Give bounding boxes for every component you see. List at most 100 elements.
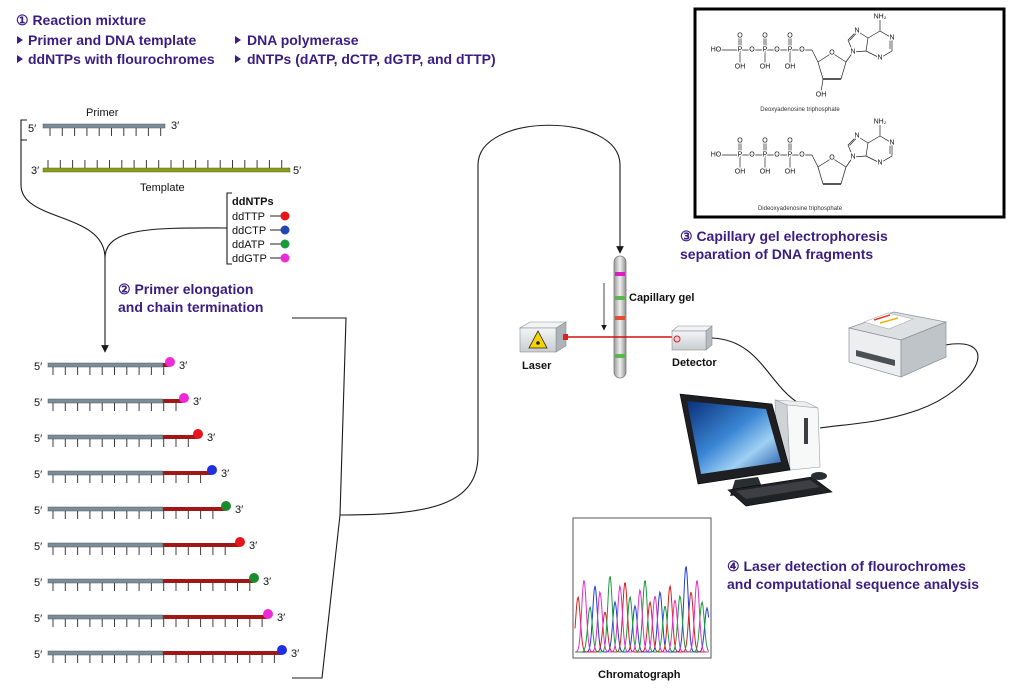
ddntp-legend-item: ddCTP xyxy=(232,225,290,237)
template-strand: 3′ 5′ Template xyxy=(31,160,301,194)
detector-housing-front xyxy=(671,330,707,351)
ring-oxygen-label: O xyxy=(829,50,835,57)
detection-title-line1: ④ Laser detection of flourochromes xyxy=(727,558,966,574)
laser-label: Laser xyxy=(522,360,552,372)
nitrogen-label: N xyxy=(850,49,855,56)
bond xyxy=(811,154,819,168)
terminated-fragment: 5′ 3′ xyxy=(34,393,201,411)
reaction-item-primer-template: Primer and DNA template xyxy=(28,32,197,48)
bridging-oxygen-label: O xyxy=(799,152,805,159)
reaction-item-ddntps: ddNTPs with flourochromes xyxy=(28,51,215,67)
fragment-3prime-label: 3′ xyxy=(221,468,229,480)
fragment-3prime-label: 3′ xyxy=(235,504,243,516)
bond xyxy=(865,37,869,52)
elongation-title-line2: and chain termination xyxy=(118,299,263,315)
terminated-fragment: 5′ 3′ xyxy=(34,537,257,555)
bond xyxy=(847,39,854,53)
fragment-3prime-label: 3′ xyxy=(207,432,215,444)
terminator-fluorochrome-dot xyxy=(207,465,217,475)
capillary-label: Capillary gel xyxy=(629,292,694,304)
sugar-hydroxyl-label: OH xyxy=(816,92,827,99)
detector-cable xyxy=(711,337,801,405)
bond xyxy=(817,166,824,185)
phosphorus-label: P xyxy=(763,152,768,159)
chromatogram-trace xyxy=(574,580,709,653)
primer-bases xyxy=(49,128,162,136)
fluorochrome-dot xyxy=(280,225,290,235)
phosphate-hydroxyl-label: OH xyxy=(735,64,746,71)
bond xyxy=(865,142,869,157)
nitrogen-label: N xyxy=(889,35,894,42)
phosphate-hydroxyl-label: OH xyxy=(785,64,796,71)
keyboard-keys xyxy=(736,480,820,499)
printer-cable xyxy=(819,343,979,429)
terminated-fragments: 5′ 3′ 5′ 3′ 5′ 3′ 5′ 3′ 5′ 3′ 5′ 3′ 5′ 3′ 5′ 3′ 5′ 3′ xyxy=(34,357,299,663)
bond xyxy=(867,30,881,39)
bond xyxy=(879,30,893,39)
fragment-extension-segment xyxy=(163,399,183,403)
fragment-band xyxy=(615,354,625,358)
fragment-5prime-label: 5′ xyxy=(34,361,42,373)
chromatogram-traces xyxy=(574,566,710,653)
primer-strand: Primer 5′ 3′ xyxy=(28,107,179,136)
bond xyxy=(867,135,881,144)
bond xyxy=(820,78,824,93)
terminated-fragment: 5′ 3′ xyxy=(34,357,187,375)
terminator-fluorochrome-dot xyxy=(277,645,287,655)
oxo-oxygen-label: O xyxy=(737,138,743,145)
fragment-3prime-label: 3′ xyxy=(193,396,201,408)
laser-warning-icon-dot xyxy=(536,341,540,345)
fragment-extension-segment xyxy=(163,615,267,619)
oxo-oxygen-label: O xyxy=(762,138,768,145)
primer-label: Primer xyxy=(86,107,119,119)
chromatograph: Chromatograph xyxy=(572,517,712,681)
printed-content xyxy=(879,317,899,324)
ddntp-name: ddTTP xyxy=(232,211,265,223)
nitrogen-label: N xyxy=(850,154,855,161)
bond xyxy=(845,156,854,168)
ddntp-name: ddCTP xyxy=(232,225,266,237)
amine-label: NH₂ xyxy=(874,119,887,126)
bond xyxy=(847,30,858,41)
primer-bracket xyxy=(20,119,27,141)
tower-drive-bay xyxy=(804,418,808,444)
terminated-fragment: 5′ 3′ xyxy=(34,609,285,627)
nitrogen-label: N xyxy=(877,160,882,167)
bridging-oxygen-label: O xyxy=(799,47,805,54)
monitor-screen xyxy=(687,401,781,474)
bridging-oxygen-label: O xyxy=(774,152,780,159)
bond xyxy=(856,30,869,39)
bond xyxy=(817,52,833,63)
oxo-oxygen-label: O xyxy=(737,33,743,40)
phosphate-hydroxyl-label: OH xyxy=(760,169,771,176)
template-backbone xyxy=(42,167,291,173)
fragment-primer-segment xyxy=(47,506,164,512)
bridging-oxygen-label: O xyxy=(749,47,755,54)
template-5prime-label: 5′ xyxy=(293,165,301,177)
nitrogen-label: N xyxy=(854,133,859,140)
terminal-hydroxyl-label: HO xyxy=(711,152,722,159)
bond xyxy=(852,50,867,53)
primer-3prime-label: 3′ xyxy=(171,120,179,132)
bridging-oxygen-label: O xyxy=(774,47,780,54)
bond xyxy=(865,50,881,59)
laser-aperture xyxy=(563,334,568,340)
bond xyxy=(879,50,893,59)
elongation-section: ② Primer elongation and chain terminatio… xyxy=(118,281,263,315)
fragment-primer-segment xyxy=(47,362,164,368)
bond xyxy=(845,51,854,63)
electrophoresis-title-line1: ③ Capillary gel electrophoresis xyxy=(680,228,888,244)
bond xyxy=(831,52,847,63)
template-3prime-label: 3′ xyxy=(31,165,39,177)
dntp-structure-caption: Deoxyadenosine triphosphate xyxy=(760,107,840,113)
fragment-5prime-label: 5′ xyxy=(34,433,42,445)
fluorochrome-dot xyxy=(280,211,290,221)
fragment-3prime-label: 3′ xyxy=(263,576,271,588)
phosphate-hydroxyl-label: OH xyxy=(785,169,796,176)
bond xyxy=(831,157,847,168)
bullet-icon xyxy=(235,36,241,44)
fragment-5prime-label: 5′ xyxy=(34,505,42,517)
fragment-primer-segment xyxy=(47,470,164,476)
bullet-icon xyxy=(17,55,23,63)
